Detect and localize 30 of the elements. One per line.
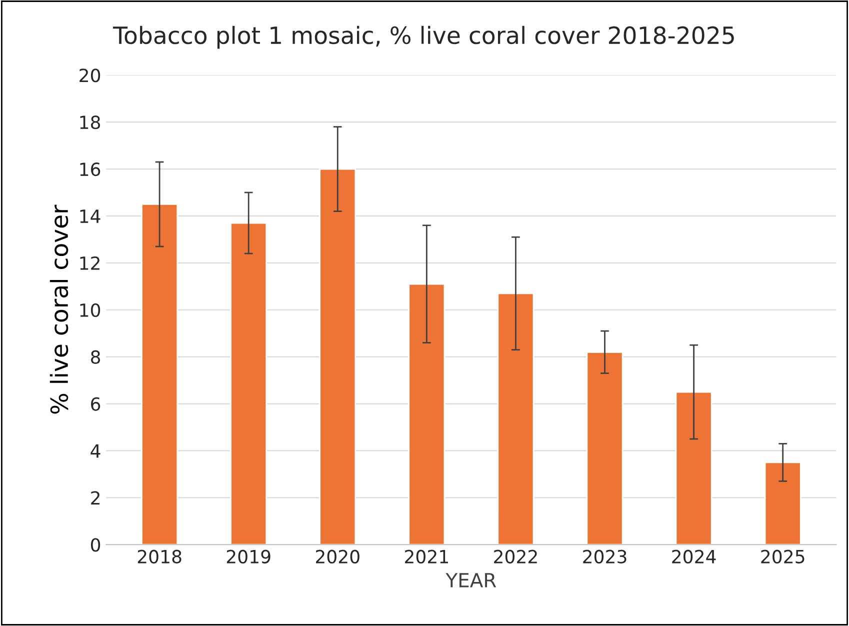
bar xyxy=(230,222,268,545)
y-tick-label: 14 xyxy=(80,210,100,223)
bar xyxy=(141,204,178,545)
y-tick-label: 8 xyxy=(91,350,100,364)
y-tick-label: 20 xyxy=(80,68,100,82)
y-tick-label: 18 xyxy=(80,116,100,130)
y-tick-label: 6 xyxy=(91,397,100,411)
x-tick-label: 2024 xyxy=(672,550,716,564)
x-tick-label: 2018 xyxy=(138,550,182,564)
bar xyxy=(497,292,534,545)
y-axis-title: % live coral cover xyxy=(50,204,68,414)
bar xyxy=(586,351,624,545)
y-tick-label: 0 xyxy=(90,538,100,552)
x-tick-label: 2019 xyxy=(226,550,270,564)
bar xyxy=(319,168,356,545)
bar xyxy=(764,462,802,545)
x-tick-label: 2021 xyxy=(405,550,448,564)
x-tick-label: 2022 xyxy=(494,550,537,564)
y-tick-label: 2 xyxy=(91,491,100,505)
x-tick-label: 2020 xyxy=(316,550,360,564)
y-tick-label: 4 xyxy=(90,444,100,458)
x-tick-label: 2025 xyxy=(761,550,804,564)
bar xyxy=(675,391,712,545)
y-tick-label: 16 xyxy=(80,162,100,176)
bar xyxy=(408,283,446,545)
x-tick-label: 2023 xyxy=(583,550,626,564)
x-axis-title: YEAR xyxy=(446,573,496,588)
y-tick-label: 10 xyxy=(80,303,100,317)
y-tick-label: 12 xyxy=(80,256,100,270)
chart-title: Tobacco plot 1 mosaic, % live coral cover 2018-2025 xyxy=(113,26,734,49)
